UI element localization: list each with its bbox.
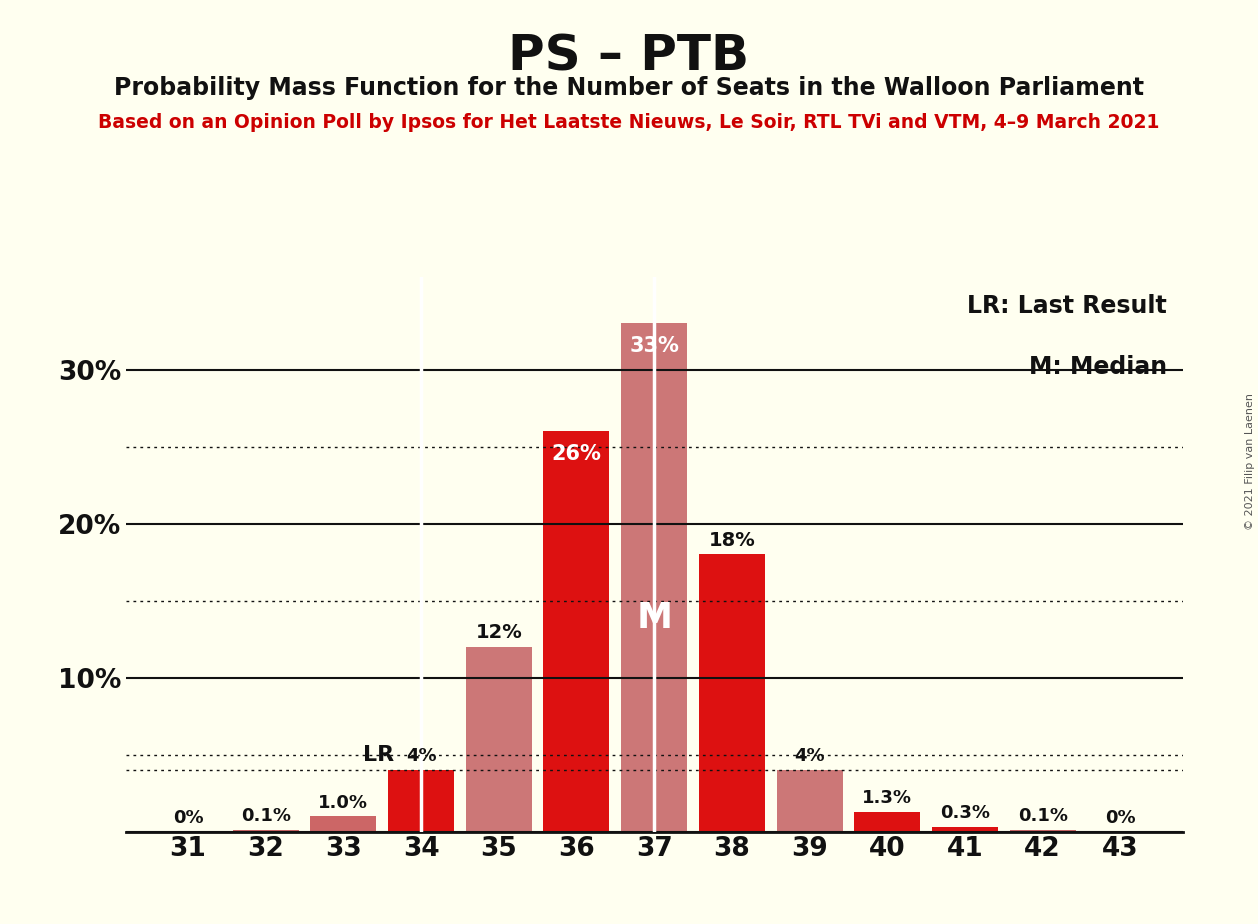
Text: © 2021 Filip van Laenen: © 2021 Filip van Laenen	[1245, 394, 1255, 530]
Text: Probability Mass Function for the Number of Seats in the Walloon Parliament: Probability Mass Function for the Number…	[114, 76, 1144, 100]
Text: M: Median: M: Median	[1029, 355, 1166, 379]
Text: LR: Last Result: LR: Last Result	[967, 294, 1166, 318]
Bar	[1010, 830, 1076, 832]
Bar	[543, 432, 609, 832]
Bar	[932, 827, 998, 832]
Text: LR: LR	[362, 746, 394, 765]
Text: 1.0%: 1.0%	[318, 794, 369, 811]
Text: M: M	[637, 602, 672, 635]
Bar	[854, 811, 921, 832]
Bar	[233, 830, 298, 832]
Bar	[387, 770, 454, 832]
Bar	[621, 323, 687, 832]
Text: Based on an Opinion Poll by Ipsos for Het Laatste Nieuws, Le Soir, RTL TVi and V: Based on an Opinion Poll by Ipsos for He…	[98, 113, 1160, 132]
Text: 18%: 18%	[708, 530, 755, 550]
Text: PS – PTB: PS – PTB	[508, 32, 750, 80]
Text: 12%: 12%	[476, 623, 522, 642]
Bar	[465, 647, 532, 832]
Text: 33%: 33%	[629, 335, 679, 356]
Bar	[699, 554, 765, 832]
Text: 0%: 0%	[1105, 809, 1136, 827]
Text: 1.3%: 1.3%	[862, 789, 912, 807]
Bar	[311, 816, 376, 832]
Text: 0.1%: 0.1%	[1018, 808, 1068, 825]
Text: 4%: 4%	[794, 748, 825, 765]
Bar	[776, 770, 843, 832]
Text: 4%: 4%	[406, 748, 437, 765]
Text: 0.3%: 0.3%	[940, 805, 990, 822]
Text: 0.1%: 0.1%	[240, 808, 291, 825]
Text: 0%: 0%	[172, 809, 204, 827]
Text: 26%: 26%	[551, 444, 601, 464]
